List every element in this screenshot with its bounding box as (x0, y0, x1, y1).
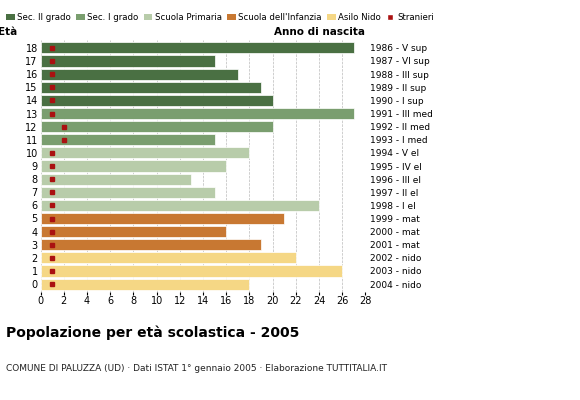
Text: Anno di nascita: Anno di nascita (274, 28, 365, 38)
Bar (41, 226, 226, 237)
Bar (41, 278, 249, 290)
Legend: Sec. II grado, Sec. I grado, Scuola Primaria, Scuola dell'Infanzia, Asilo Nido, : Sec. II grado, Sec. I grado, Scuola Prim… (3, 10, 437, 26)
Bar (41, 42, 354, 54)
Bar (41, 200, 319, 211)
Bar (41, 213, 284, 224)
Bar (41, 68, 238, 80)
Text: COMUNE DI PALUZZA (UD) · Dati ISTAT 1° gennaio 2005 · Elaborazione TUTTITALIA.IT: COMUNE DI PALUZZA (UD) · Dati ISTAT 1° g… (6, 364, 387, 373)
Bar (41, 174, 191, 185)
Bar (41, 56, 215, 66)
Bar (41, 187, 215, 198)
Bar (41, 108, 354, 119)
Bar (41, 160, 226, 172)
Bar (41, 134, 215, 145)
Bar (41, 266, 342, 276)
Text: Popolazione per età scolastica - 2005: Popolazione per età scolastica - 2005 (6, 326, 299, 340)
Bar (41, 239, 261, 250)
Bar (41, 82, 261, 93)
Text: Età: Età (0, 28, 17, 38)
Bar (41, 95, 273, 106)
Bar (41, 121, 273, 132)
Bar (41, 252, 296, 264)
Bar (41, 147, 249, 158)
